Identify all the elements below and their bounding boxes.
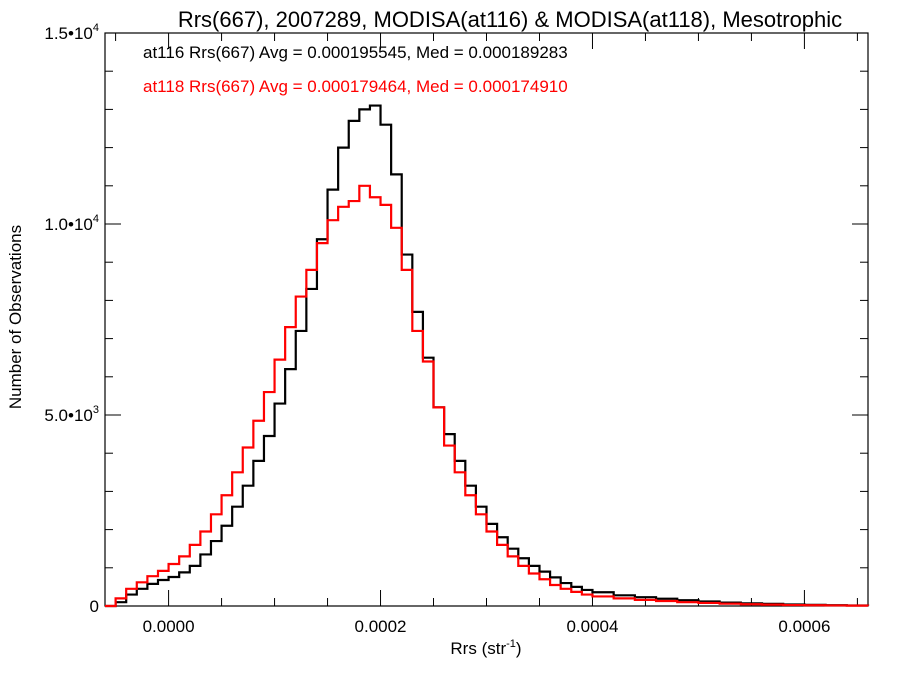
x-axis-label-close: ): [516, 639, 522, 658]
stats-text-at118: at118 Rrs(667) Avg = 0.000179464, Med = …: [143, 77, 568, 96]
series-line-at116: [105, 104, 870, 608]
x-axis-label: Rrs (str-1): [450, 638, 521, 658]
y-tick-label-text: 0: [90, 597, 99, 616]
y-tick-label: 1.5•104: [44, 22, 99, 43]
y-tick-label-exponent: 4: [93, 22, 99, 34]
series-line-at118: [105, 184, 870, 608]
y-tick-label-exponent: 4: [93, 213, 99, 225]
stats-text-at116: at116 Rrs(667) Avg = 0.000195545, Med = …: [143, 43, 568, 62]
x-axis-label-superscript: -1: [506, 638, 516, 650]
y-tick-label: 0: [90, 597, 99, 616]
series-layer: [105, 104, 870, 608]
y-tick-label-text: 5.0•10: [44, 406, 93, 425]
chart-title: Rrs(667), 2007289, MODISA(at116) & MODIS…: [178, 7, 842, 32]
y-tick-label-exponent: 3: [93, 404, 99, 416]
y-tick-label-text: 1.5•10: [44, 24, 93, 43]
x-tick-label: 0.0004: [566, 617, 618, 636]
y-tick-label-text: 1.0•10: [44, 215, 93, 234]
y-axis-label: Number of Observations: [6, 225, 25, 409]
x-axis-label-text: Rrs (str: [450, 639, 506, 658]
x-tick-label: 0.0002: [355, 617, 407, 636]
x-tick-label: 0.0000: [143, 617, 195, 636]
y-tick-label: 5.0•103: [44, 404, 99, 425]
x-axis: 0.0000 0.0002 0.0004 0.0006: [115, 33, 858, 636]
x-tick-label: 0.0006: [778, 617, 830, 636]
y-tick-label: 1.0•104: [44, 213, 99, 234]
